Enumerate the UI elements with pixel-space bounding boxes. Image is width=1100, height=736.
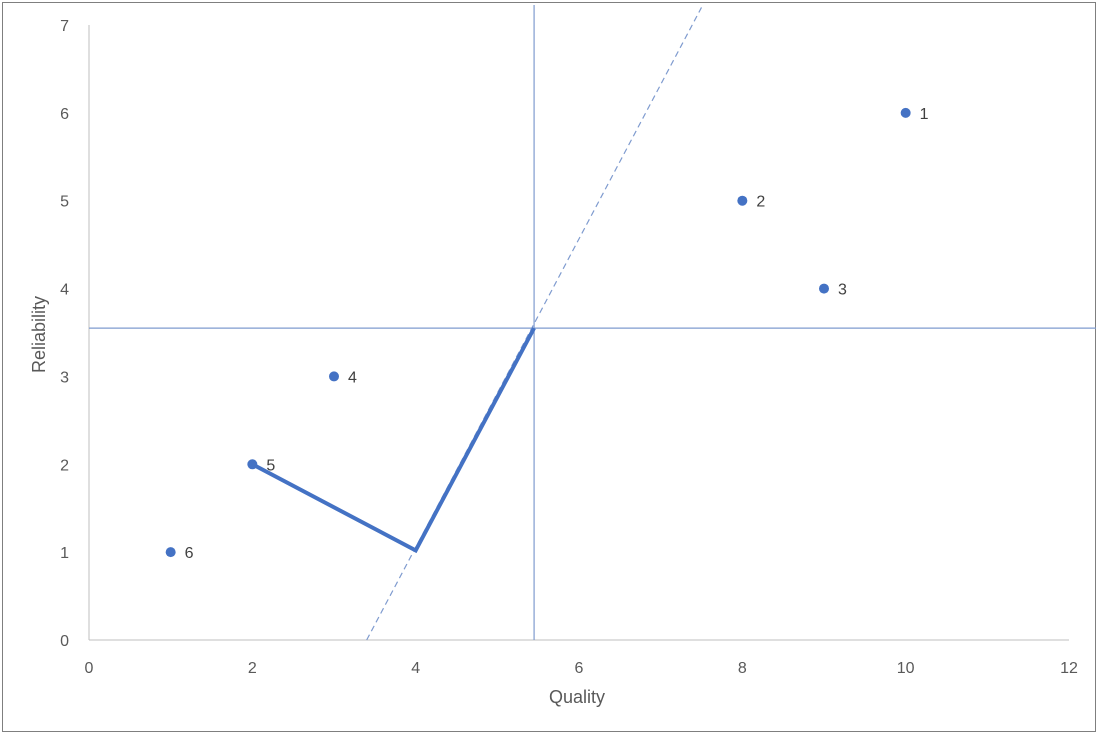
y-tick-label: 1 bbox=[60, 545, 69, 562]
x-tick-label: 2 bbox=[248, 660, 257, 677]
y-tick-label: 3 bbox=[60, 369, 69, 386]
y-tick-label: 6 bbox=[60, 106, 69, 123]
data-points: 1 2 3 4 5 6 bbox=[165, 106, 929, 562]
data-label: 3 bbox=[838, 282, 847, 299]
data-label: 5 bbox=[266, 457, 275, 474]
data-point bbox=[165, 547, 176, 558]
x-tick-label: 8 bbox=[738, 660, 747, 677]
x-tick-label: 4 bbox=[411, 660, 420, 677]
data-label: 2 bbox=[756, 194, 765, 211]
data-point bbox=[329, 371, 339, 382]
x-tick-label: 12 bbox=[1060, 660, 1078, 677]
y-axis-title: Reliability bbox=[29, 296, 49, 373]
data-label: 6 bbox=[185, 545, 194, 562]
x-tick-label: 10 bbox=[897, 660, 915, 677]
path-line bbox=[251, 327, 536, 554]
y-tick-label: 5 bbox=[60, 194, 69, 211]
y-tick-label: 4 bbox=[60, 282, 69, 299]
path-line-group bbox=[251, 327, 536, 554]
reference-lines bbox=[89, 5, 1096, 641]
y-tick-label: 0 bbox=[60, 633, 69, 650]
axes bbox=[88, 25, 1069, 641]
x-axis-title: Quality bbox=[549, 687, 605, 707]
data-point bbox=[819, 283, 829, 294]
y-tick-label: 2 bbox=[60, 457, 69, 474]
data-point bbox=[737, 195, 748, 206]
data-label: 1 bbox=[920, 106, 929, 123]
data-label: 4 bbox=[348, 369, 357, 386]
data-point bbox=[247, 459, 258, 470]
x-tick-label: 0 bbox=[85, 660, 94, 677]
y-tick-label: 7 bbox=[60, 18, 69, 35]
data-point bbox=[900, 107, 911, 118]
x-tick-label: 6 bbox=[575, 660, 584, 677]
